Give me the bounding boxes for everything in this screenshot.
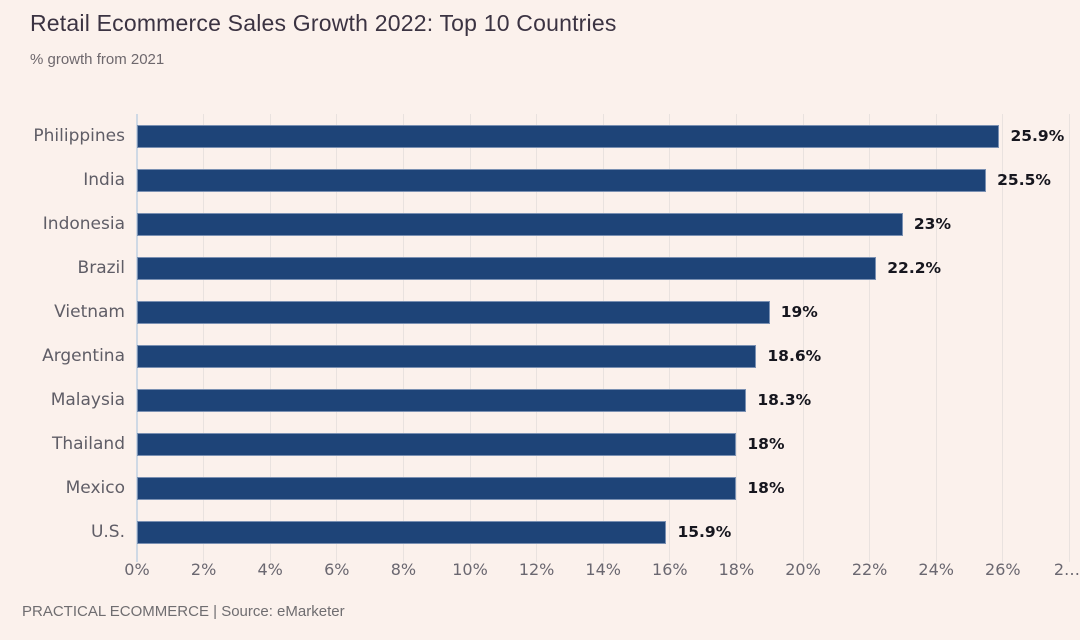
gridline <box>536 114 538 562</box>
x-tick-label: 2% <box>190 560 217 579</box>
x-tick-label: 0% <box>124 560 150 579</box>
category-label: Thailand <box>51 434 125 454</box>
value-label: 19% <box>780 303 818 321</box>
gridline <box>802 114 804 562</box>
x-axis: 0% 2% 4% 6% 8% 10% 12% 14% 16% 18% 20% 22% 24% 26% 2… <box>124 560 1080 586</box>
bar <box>137 388 747 412</box>
x-tick-label: 24% <box>918 560 954 579</box>
category-label: Philippines <box>33 126 125 146</box>
x-tick-label: 10% <box>452 560 488 579</box>
gridline <box>935 114 937 562</box>
gridline <box>336 114 338 562</box>
category-label: Mexico <box>65 478 125 498</box>
x-tick-label: 22% <box>851 560 888 579</box>
category-axis: Philippines India Indonesia Brazil Vietnam Ar… <box>0 114 125 554</box>
x-tick-label: 6% <box>324 560 350 579</box>
y-axis-line <box>136 114 138 562</box>
bar <box>137 344 757 368</box>
x-tick-label: 14% <box>585 560 621 579</box>
x-tick-label: 8% <box>390 560 417 579</box>
value-label: 25.9% <box>1010 127 1065 145</box>
gridline <box>203 114 205 562</box>
value-label: 18% <box>747 435 785 453</box>
category-label: Vietnam <box>54 302 125 322</box>
value-label: 18.6% <box>767 347 822 365</box>
x-tick-label: 4% <box>257 560 283 579</box>
bar <box>137 256 877 280</box>
category-label: Malaysia <box>50 390 125 410</box>
gridline <box>1002 114 1004 562</box>
category-label: Brazil <box>77 258 125 278</box>
gridline <box>602 114 604 562</box>
category-label: Indonesia <box>42 214 125 234</box>
gridline <box>869 114 871 562</box>
bar <box>137 124 1000 148</box>
x-tick-label: 16% <box>652 560 688 579</box>
chart-title: Retail Ecommerce Sales Growth 2022: Top … <box>30 10 617 36</box>
value-label: 18.3% <box>757 391 812 409</box>
gridline <box>402 114 404 562</box>
gridline <box>469 114 471 562</box>
value-label: 18% <box>747 479 785 497</box>
x-tick-label: 2… <box>1053 560 1080 579</box>
plot-area: 25.9% 25.5% 23% 22.2% 19% 18.6% 18.3% 18% 18% 15.… <box>136 114 1080 562</box>
bar <box>137 520 667 544</box>
bar <box>137 300 770 324</box>
gridline <box>1068 114 1070 562</box>
bar <box>137 212 903 236</box>
value-label: 25.5% <box>997 171 1051 189</box>
bar <box>137 476 737 500</box>
value-label: 23% <box>913 215 951 233</box>
x-tick-label: 18% <box>718 560 755 579</box>
x-tick-label: 20% <box>785 560 821 579</box>
bar <box>137 168 987 192</box>
gridline <box>269 114 271 562</box>
category-label: U.S. <box>90 522 125 542</box>
x-tick-label: 26% <box>985 560 1021 579</box>
chart-subtitle: % growth from 2021 <box>30 51 165 68</box>
source-line: PRACTICAL ECOMMERCE | Source: eMarketer <box>22 603 345 620</box>
category-label: Argentina <box>42 346 125 366</box>
value-label: 15.9% <box>677 523 732 541</box>
value-label: 22.2% <box>887 259 942 277</box>
gridline <box>669 114 671 562</box>
bar <box>137 432 737 456</box>
category-label: India <box>83 170 125 190</box>
x-tick-label: 12% <box>518 560 555 579</box>
gridline <box>735 114 737 562</box>
